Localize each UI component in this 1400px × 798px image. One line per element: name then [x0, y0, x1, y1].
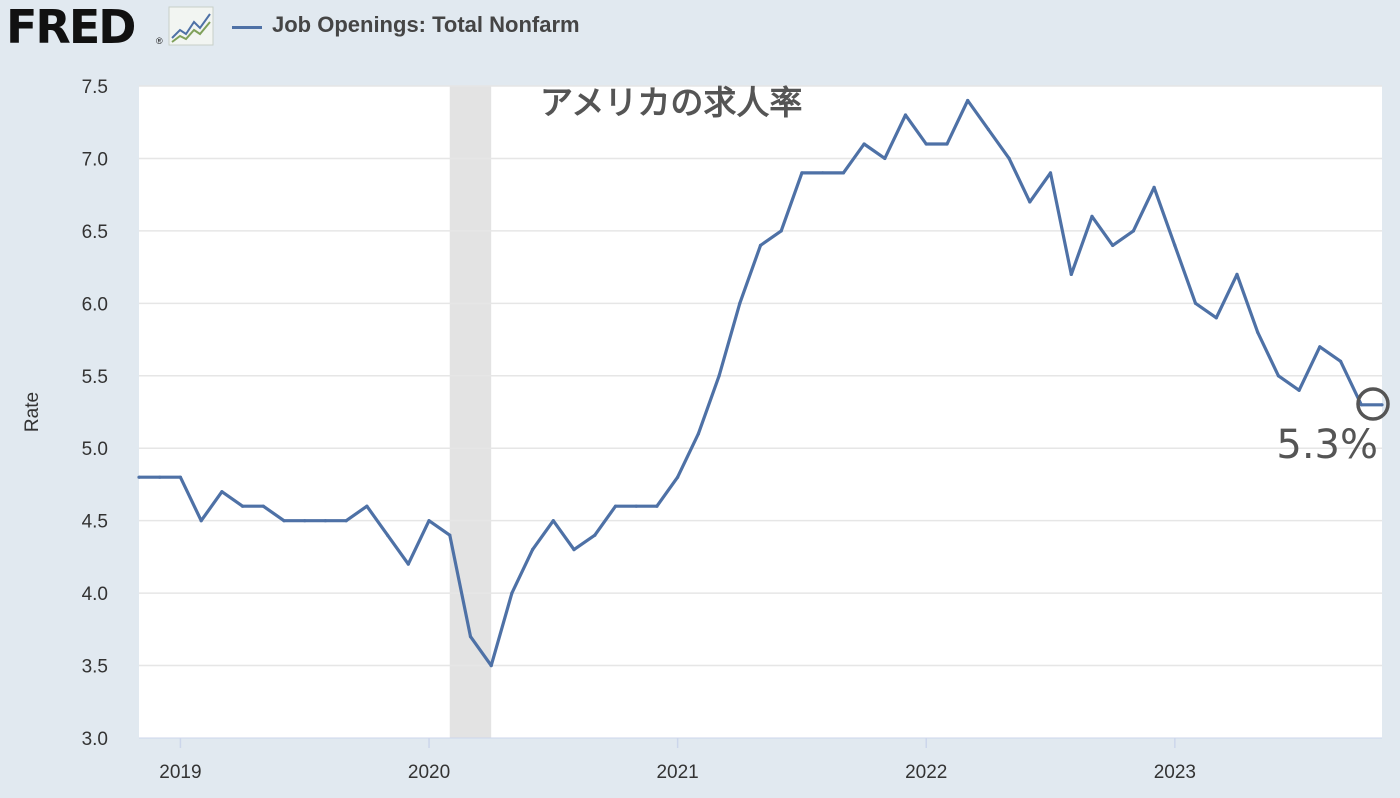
data-point[interactable]: [303, 519, 307, 523]
x-tick-labels: 2019 2020 2021 2022 2023: [159, 738, 1196, 783]
data-point[interactable]: [1214, 316, 1218, 320]
y-tick-labels: 3.0 3.5 4.0 4.5 5.0 5.5 6.0 6.5 7.0 7.5: [82, 77, 108, 750]
data-point[interactable]: [1297, 388, 1301, 392]
data-point[interactable]: [1276, 374, 1280, 378]
data-point[interactable]: [137, 475, 141, 479]
data-point[interactable]: [966, 98, 970, 103]
data-point[interactable]: [696, 432, 701, 436]
data-point[interactable]: [282, 519, 286, 523]
data-point[interactable]: [448, 533, 452, 537]
data-point[interactable]: [758, 243, 763, 247]
data-point[interactable]: [924, 142, 928, 146]
last-value-label: 5.3%: [1276, 422, 1378, 468]
last-value-highlight-circle: [1356, 387, 1390, 421]
data-point[interactable]: [655, 504, 659, 508]
y-tick-label: 5.5: [82, 367, 108, 388]
line-chart-icon: [168, 6, 214, 46]
data-point[interactable]: [406, 562, 410, 566]
data-point[interactable]: [199, 519, 203, 523]
chart-annotation-title: アメリカの求人率: [540, 83, 802, 122]
data-point[interactable]: [178, 475, 182, 479]
y-tick-label: 4.5: [82, 512, 108, 533]
data-point[interactable]: [593, 533, 597, 537]
data-point[interactable]: [323, 519, 327, 523]
data-point[interactable]: [1111, 243, 1115, 247]
data-point[interactable]: [344, 519, 348, 523]
recession-shading: [449, 86, 492, 738]
data-point[interactable]: [510, 591, 514, 595]
data-point[interactable]: [1007, 156, 1011, 160]
fred-logo[interactable]: FRED: [6, 0, 136, 54]
data-point[interactable]: [1256, 330, 1260, 334]
data-point[interactable]: [903, 113, 908, 117]
data-point[interactable]: [634, 504, 638, 508]
data-point[interactable]: [1173, 243, 1177, 247]
data-point[interactable]: [1152, 185, 1156, 189]
data-point[interactable]: [1193, 301, 1198, 305]
x-tick-label: 2021: [656, 762, 698, 783]
plot-area: [139, 86, 1382, 738]
data-points: [137, 98, 1384, 668]
data-point[interactable]: [365, 504, 369, 508]
data-point[interactable]: [883, 156, 887, 160]
y-tick-label: 4.0: [82, 584, 108, 605]
data-point[interactable]: [1359, 403, 1363, 407]
data-point[interactable]: [1028, 200, 1032, 204]
data-point[interactable]: [717, 374, 721, 378]
data-point[interactable]: [1318, 345, 1322, 349]
registered-mark: ®: [156, 36, 163, 46]
y-tick-label: 3.0: [82, 729, 108, 750]
data-point[interactable]: [1069, 272, 1073, 276]
data-point[interactable]: [261, 504, 265, 508]
x-tick-label: 2019: [159, 762, 201, 783]
data-point[interactable]: [1235, 272, 1239, 276]
data-point[interactable]: [779, 229, 783, 233]
data-point[interactable]: [800, 171, 804, 175]
data-point[interactable]: [551, 519, 555, 523]
y-tick-label: 6.0: [82, 294, 108, 315]
data-point[interactable]: [945, 142, 949, 146]
data-point[interactable]: [1380, 403, 1384, 407]
data-point[interactable]: [1131, 229, 1135, 233]
chart-header: FRED ® Job Openings: Total Nonfarm: [0, 0, 1400, 60]
data-point[interactable]: [841, 171, 846, 175]
data-point[interactable]: [1048, 171, 1053, 175]
data-point[interactable]: [158, 475, 162, 479]
y-tick-label: 5.0: [82, 439, 108, 460]
data-point[interactable]: [821, 171, 825, 175]
x-tick-label: 2023: [1154, 762, 1196, 783]
data-point[interactable]: [468, 635, 473, 639]
data-point[interactable]: [531, 548, 535, 552]
data-point[interactable]: [1090, 214, 1094, 218]
data-point[interactable]: [1339, 359, 1343, 363]
y-tick-label: 7.0: [82, 149, 108, 170]
data-point[interactable]: [489, 664, 493, 668]
y-tick-label: 7.5: [82, 77, 108, 98]
data-point[interactable]: [738, 301, 742, 305]
data-point[interactable]: [572, 548, 576, 552]
y-axis-label: Rate: [22, 392, 43, 432]
data-point[interactable]: [676, 475, 680, 479]
data-point[interactable]: [862, 142, 866, 146]
legend-line-swatch: [232, 26, 262, 29]
data-point[interactable]: [386, 533, 390, 537]
data-point[interactable]: [986, 127, 991, 132]
data-point[interactable]: [427, 519, 431, 523]
x-tick-label: 2020: [408, 762, 450, 783]
y-tick-label: 6.5: [82, 222, 108, 243]
data-point[interactable]: [241, 504, 245, 508]
legend-series-label[interactable]: Job Openings: Total Nonfarm: [272, 12, 580, 37]
y-tick-label: 3.5: [82, 657, 108, 678]
data-point[interactable]: [613, 504, 618, 508]
grid-lines: [139, 85, 1382, 667]
x-tick-label: 2022: [905, 762, 947, 783]
data-point[interactable]: [220, 490, 224, 494]
